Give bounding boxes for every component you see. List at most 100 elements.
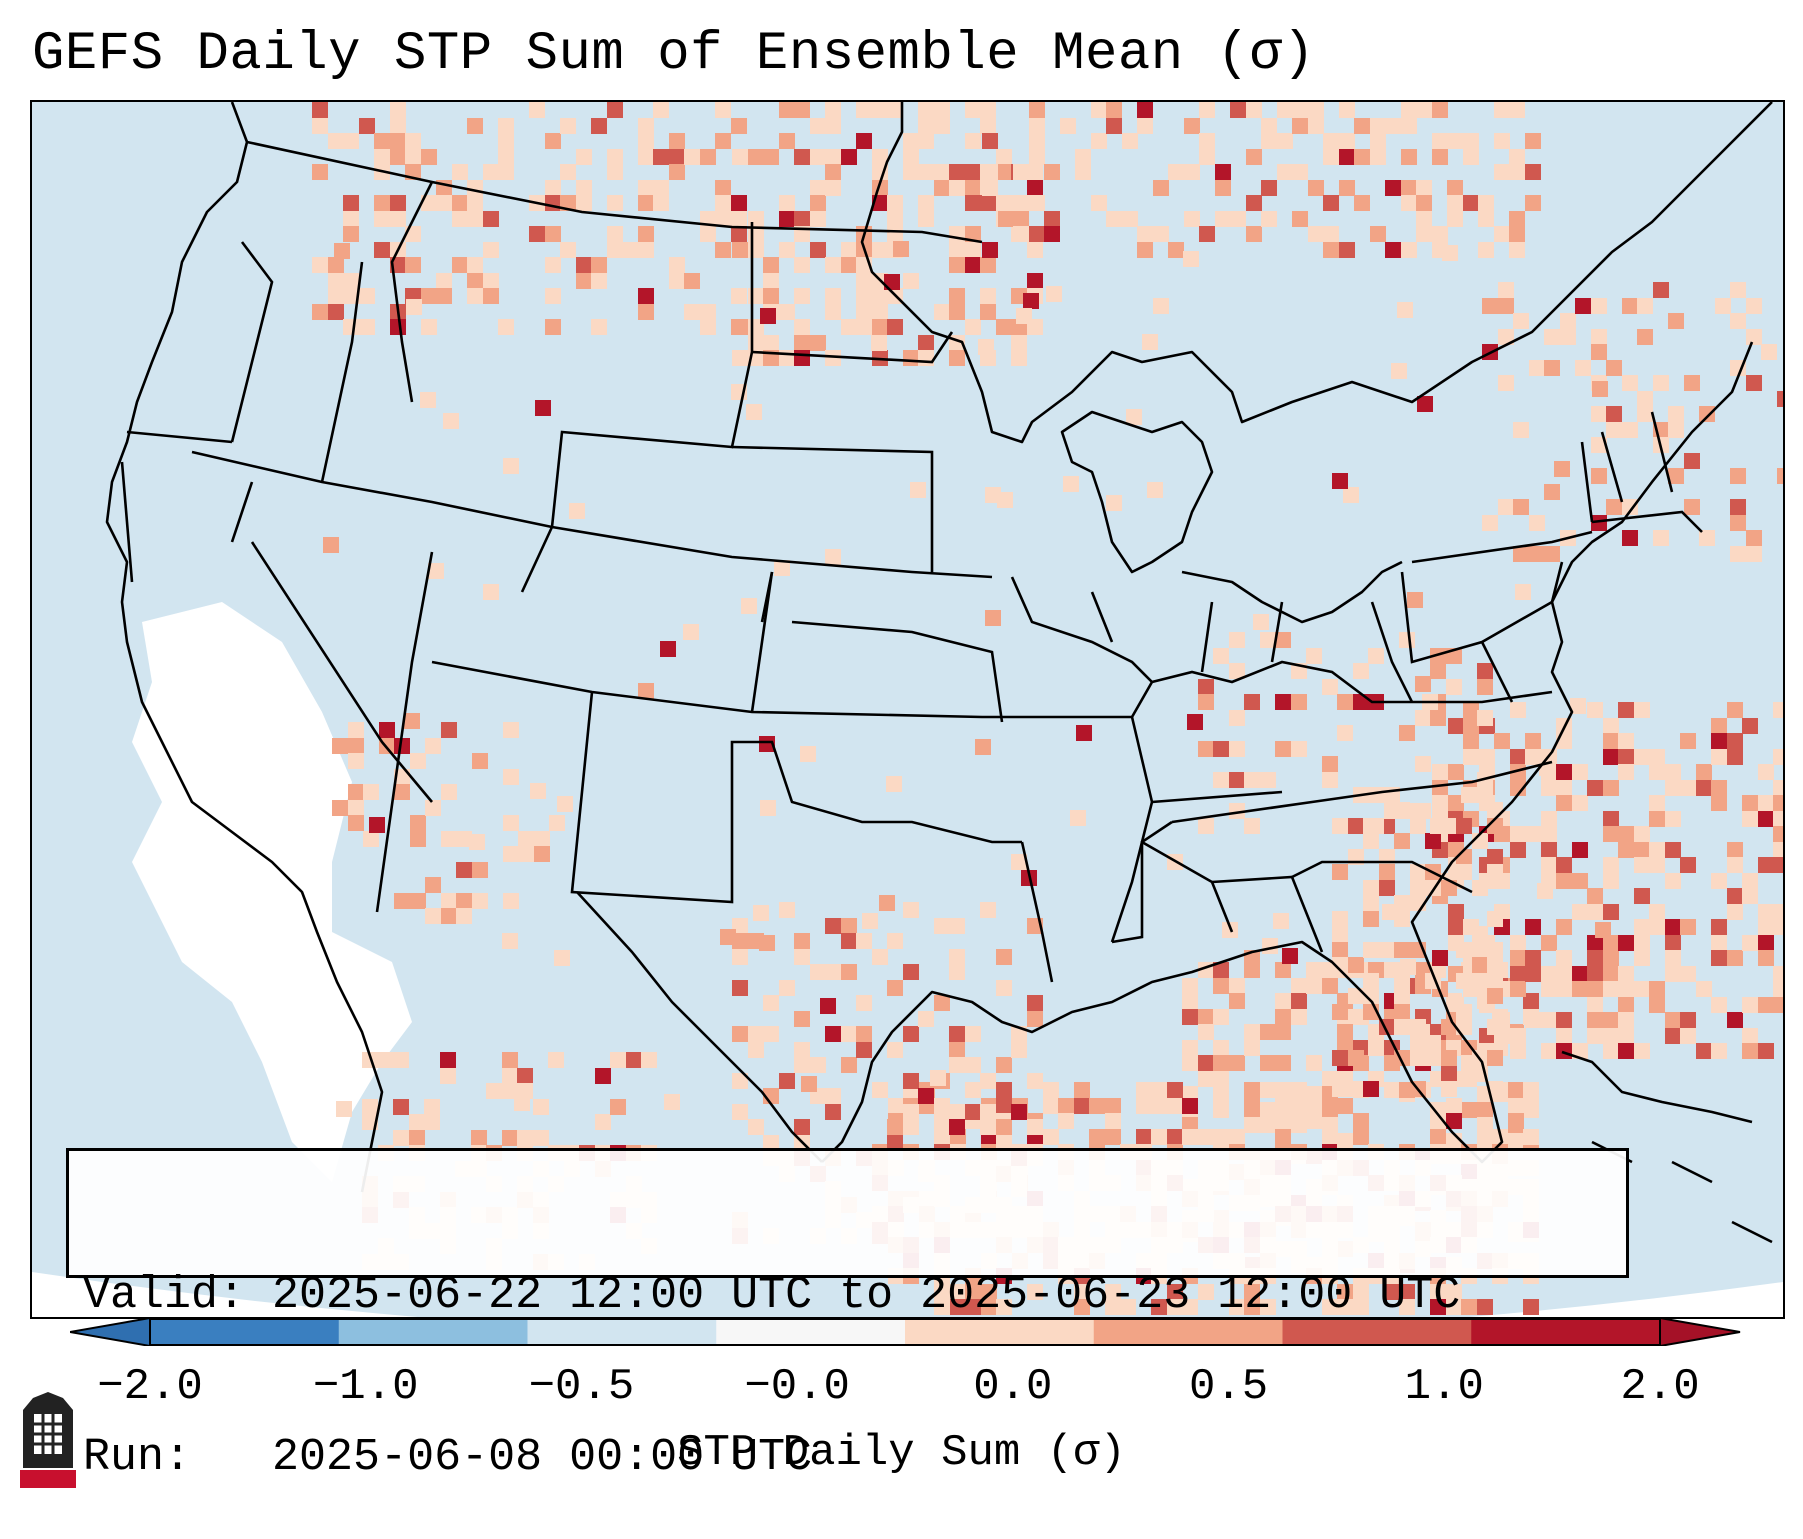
stp-cell: [1556, 1043, 1572, 1059]
stp-cell: [312, 257, 328, 273]
page-title: GEFS Daily STP Sum of Ensemble Mean (σ): [32, 24, 1316, 85]
stp-cell: [779, 102, 795, 118]
stp-cell: [1510, 749, 1526, 765]
stp-cell: [1401, 102, 1417, 118]
stp-cell: [1253, 614, 1269, 630]
stp-cell: [825, 257, 841, 273]
stp-cell: [1525, 1012, 1541, 1028]
stp-cell: [1044, 164, 1060, 180]
stp-cell: [420, 392, 436, 408]
stp-cell: [1410, 818, 1426, 834]
stp-cell: [1494, 733, 1510, 749]
stp-cell: [1587, 950, 1603, 966]
stp-cell: [1153, 180, 1169, 196]
stp-cell: [641, 1052, 657, 1068]
stp-cell: [996, 1082, 1012, 1098]
colorbar-extend-high: [1659, 1318, 1741, 1346]
stp-cell: [363, 784, 379, 800]
stp-cell: [1027, 164, 1043, 180]
stp-cell: [472, 753, 488, 769]
stp-cell: [856, 995, 872, 1011]
stp-cell: [359, 319, 375, 335]
stp-cell: [1368, 787, 1384, 803]
stp-cell: [1773, 780, 1783, 796]
stp-cell: [498, 164, 514, 180]
stp-cell: [626, 1052, 642, 1068]
stp-cell: [1432, 780, 1448, 796]
map-panel[interactable]: [30, 100, 1785, 1319]
stp-cell: [1187, 714, 1203, 730]
stp-cell: [1711, 733, 1727, 749]
stp-cell: [1394, 1004, 1410, 1020]
stp-cell: [1587, 1012, 1603, 1028]
stp-cell: [1634, 702, 1650, 718]
stp-cell: [472, 893, 488, 909]
stp-cell: [1699, 530, 1715, 546]
stp-cell: [1448, 919, 1464, 935]
stp-cell: [1649, 997, 1665, 1013]
stp-cell: [1370, 226, 1386, 242]
stp-cell: [1332, 1050, 1348, 1066]
stp-cell: [503, 769, 519, 785]
stp-cell: [1746, 375, 1762, 391]
stp-cell: [591, 273, 607, 289]
stp-cell: [1229, 993, 1245, 1009]
stp-cell: [1730, 499, 1746, 515]
stp-cell: [1167, 1098, 1183, 1114]
stp-cell: [1525, 826, 1541, 842]
stp-cell: [1244, 818, 1260, 834]
stp-cell: [390, 319, 406, 335]
colorbar-segment: [150, 1319, 340, 1345]
stp-cell: [1448, 904, 1464, 920]
stp-cell: [918, 102, 934, 118]
stp-cell: [1105, 1113, 1121, 1129]
stp-cell: [1027, 180, 1043, 196]
stp-cell: [1058, 1098, 1074, 1114]
stp-cell: [1711, 919, 1727, 935]
stp-cell: [982, 133, 998, 149]
stp-cell: [800, 746, 816, 762]
stp-cell: [794, 933, 810, 949]
stp-cell: [1742, 718, 1758, 734]
stp-cell: [763, 335, 779, 351]
stp-cell: [456, 893, 472, 909]
stp-cell: [1027, 242, 1043, 258]
stp-cell: [1603, 718, 1619, 734]
stp-cell: [1758, 935, 1774, 951]
stp-cell: [1260, 1024, 1276, 1040]
stp-cell: [1332, 942, 1348, 958]
stp-cell: [763, 1135, 779, 1151]
stp-cell: [1416, 195, 1432, 211]
stp-cell: [1446, 1098, 1462, 1114]
stp-cell: [1348, 818, 1364, 834]
stp-cell: [421, 149, 437, 165]
stp-cell: [1525, 733, 1541, 749]
stp-cell: [498, 149, 514, 165]
stp-cell: [1441, 1050, 1457, 1066]
stp-cell: [982, 242, 998, 258]
stp-cell: [390, 118, 406, 134]
stp-cell: [452, 195, 468, 211]
stp-cell: [1649, 795, 1665, 811]
stp-cell: [1074, 1098, 1090, 1114]
stp-cell: [1592, 381, 1608, 397]
stp-cell: [1198, 1024, 1214, 1040]
stp-cell: [1354, 195, 1370, 211]
stp-cell: [1198, 1284, 1214, 1300]
neutral-area-southwest: [132, 602, 412, 1182]
stp-cell: [887, 102, 903, 118]
stp-cell: [503, 893, 519, 909]
stp-cell: [887, 933, 903, 949]
stp-cell: [1487, 802, 1503, 818]
stp-cell: [1477, 679, 1493, 695]
stp-cell: [1603, 935, 1619, 951]
stp-cell: [374, 195, 390, 211]
colorbar: [70, 1318, 1741, 1346]
stp-cell: [1591, 468, 1607, 484]
stp-cell: [467, 288, 483, 304]
stp-cell: [1591, 344, 1607, 360]
stp-cell: [1606, 499, 1622, 515]
stp-cell: [622, 242, 638, 258]
stp-cell: [1184, 118, 1200, 134]
stp-cell: [980, 195, 996, 211]
